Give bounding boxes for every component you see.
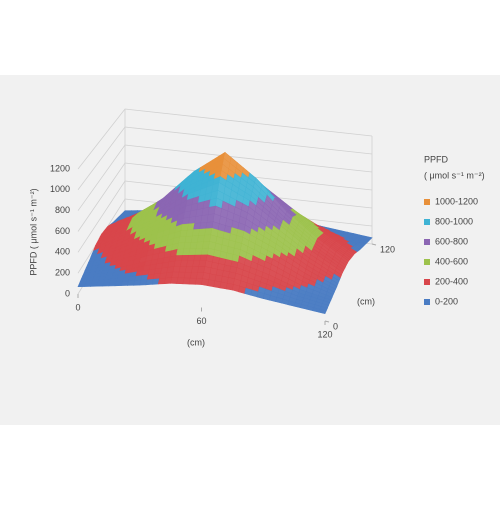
z-tick-label: 0 bbox=[65, 288, 70, 298]
z-tick-label: 1200 bbox=[50, 163, 70, 173]
legend-label: 800-1000 bbox=[435, 216, 473, 226]
legend-swatch bbox=[424, 239, 430, 245]
legend-swatch bbox=[424, 279, 430, 285]
z-tick-label: 400 bbox=[55, 247, 70, 257]
legend-swatch bbox=[424, 259, 430, 265]
x-axis-label: (cm) bbox=[187, 337, 205, 347]
x-tick-label: 120 bbox=[317, 329, 332, 339]
legend-label: 200-400 bbox=[435, 276, 468, 286]
z-tick-label: 200 bbox=[55, 268, 70, 278]
legend-label: 1000-1200 bbox=[435, 196, 478, 206]
legend-swatch bbox=[424, 219, 430, 225]
x-tick-label: 60 bbox=[196, 316, 206, 326]
legend-swatch bbox=[424, 299, 430, 305]
legend-label: 600-800 bbox=[435, 236, 468, 246]
y-tick-label: 0 bbox=[333, 321, 338, 331]
y-tick-label: 120 bbox=[380, 244, 395, 254]
z-tick-label: 1000 bbox=[50, 184, 70, 194]
legend-label: 400-600 bbox=[435, 256, 468, 266]
legend-label: 0-200 bbox=[435, 296, 458, 306]
legend-subtitle: ( μmol s⁻¹ m⁻²) bbox=[424, 170, 485, 180]
x-tick-label: 0 bbox=[75, 302, 80, 312]
z-tick-label: 600 bbox=[55, 226, 70, 236]
z-tick-label: 800 bbox=[55, 205, 70, 215]
y-axis-label: (cm) bbox=[357, 296, 375, 306]
legend-swatch bbox=[424, 199, 430, 205]
z-axis-label: PPFD ( μmol s⁻¹ m⁻²) bbox=[28, 188, 38, 275]
legend-title: PPFD bbox=[424, 154, 449, 164]
